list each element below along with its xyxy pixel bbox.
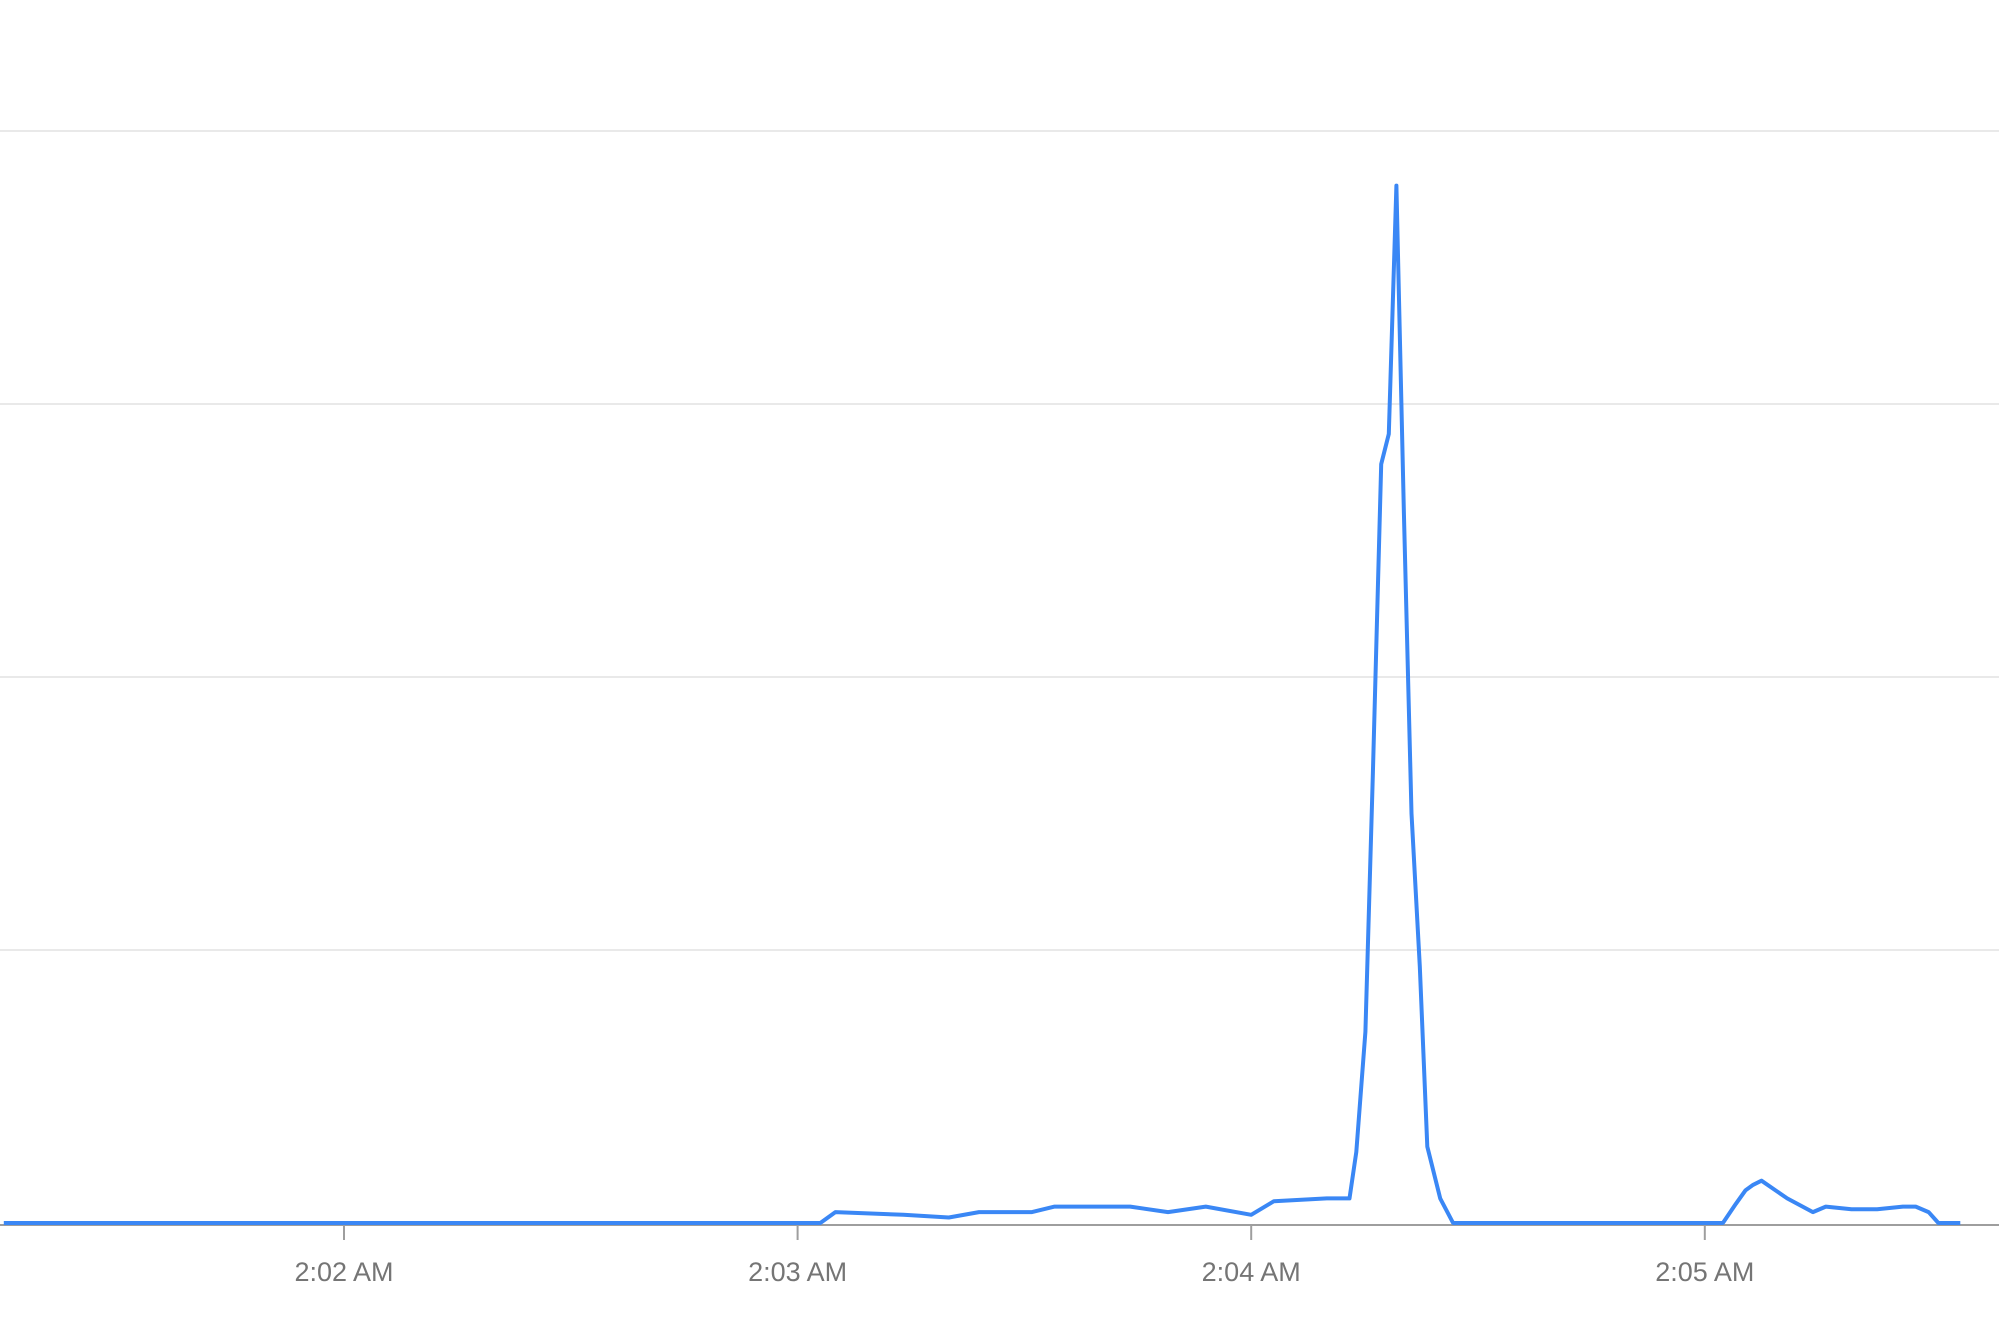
x-tick: 2:04 AM xyxy=(1202,1226,1301,1287)
gridlines xyxy=(0,130,1999,951)
series xyxy=(3,183,1961,1225)
x-tick: 2:03 AM xyxy=(748,1226,847,1287)
x-tick-label: 2:02 AM xyxy=(294,1257,393,1287)
x-tick-label: 2:05 AM xyxy=(1655,1257,1754,1287)
x-tick-label: 2:03 AM xyxy=(748,1257,847,1287)
series-line xyxy=(3,183,1961,1225)
x-axis-ticks: 2:02 AM 2:03 AM 2:04 AM 2:05 AM xyxy=(294,1226,1754,1287)
x-tick-label: 2:04 AM xyxy=(1202,1257,1301,1287)
x-tick: 2:02 AM xyxy=(294,1226,394,1287)
x-tick: 2:05 AM xyxy=(1655,1226,1754,1287)
